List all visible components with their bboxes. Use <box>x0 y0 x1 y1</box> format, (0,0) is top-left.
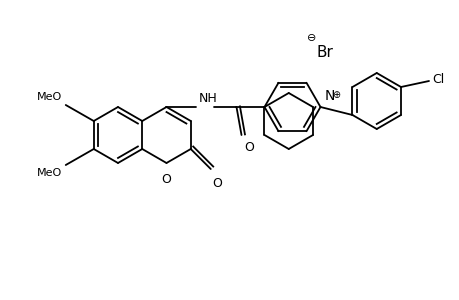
Text: O: O <box>212 177 222 190</box>
Text: O: O <box>161 173 171 186</box>
Text: MeO: MeO <box>36 92 62 102</box>
Text: MeO: MeO <box>36 168 62 178</box>
Text: ⊖: ⊖ <box>306 33 315 43</box>
Text: NH: NH <box>198 92 217 105</box>
Text: ⊕: ⊕ <box>332 90 340 100</box>
Text: Br: Br <box>316 44 333 59</box>
Text: O: O <box>244 141 254 154</box>
Text: N: N <box>324 89 334 103</box>
Text: Cl: Cl <box>431 73 443 85</box>
